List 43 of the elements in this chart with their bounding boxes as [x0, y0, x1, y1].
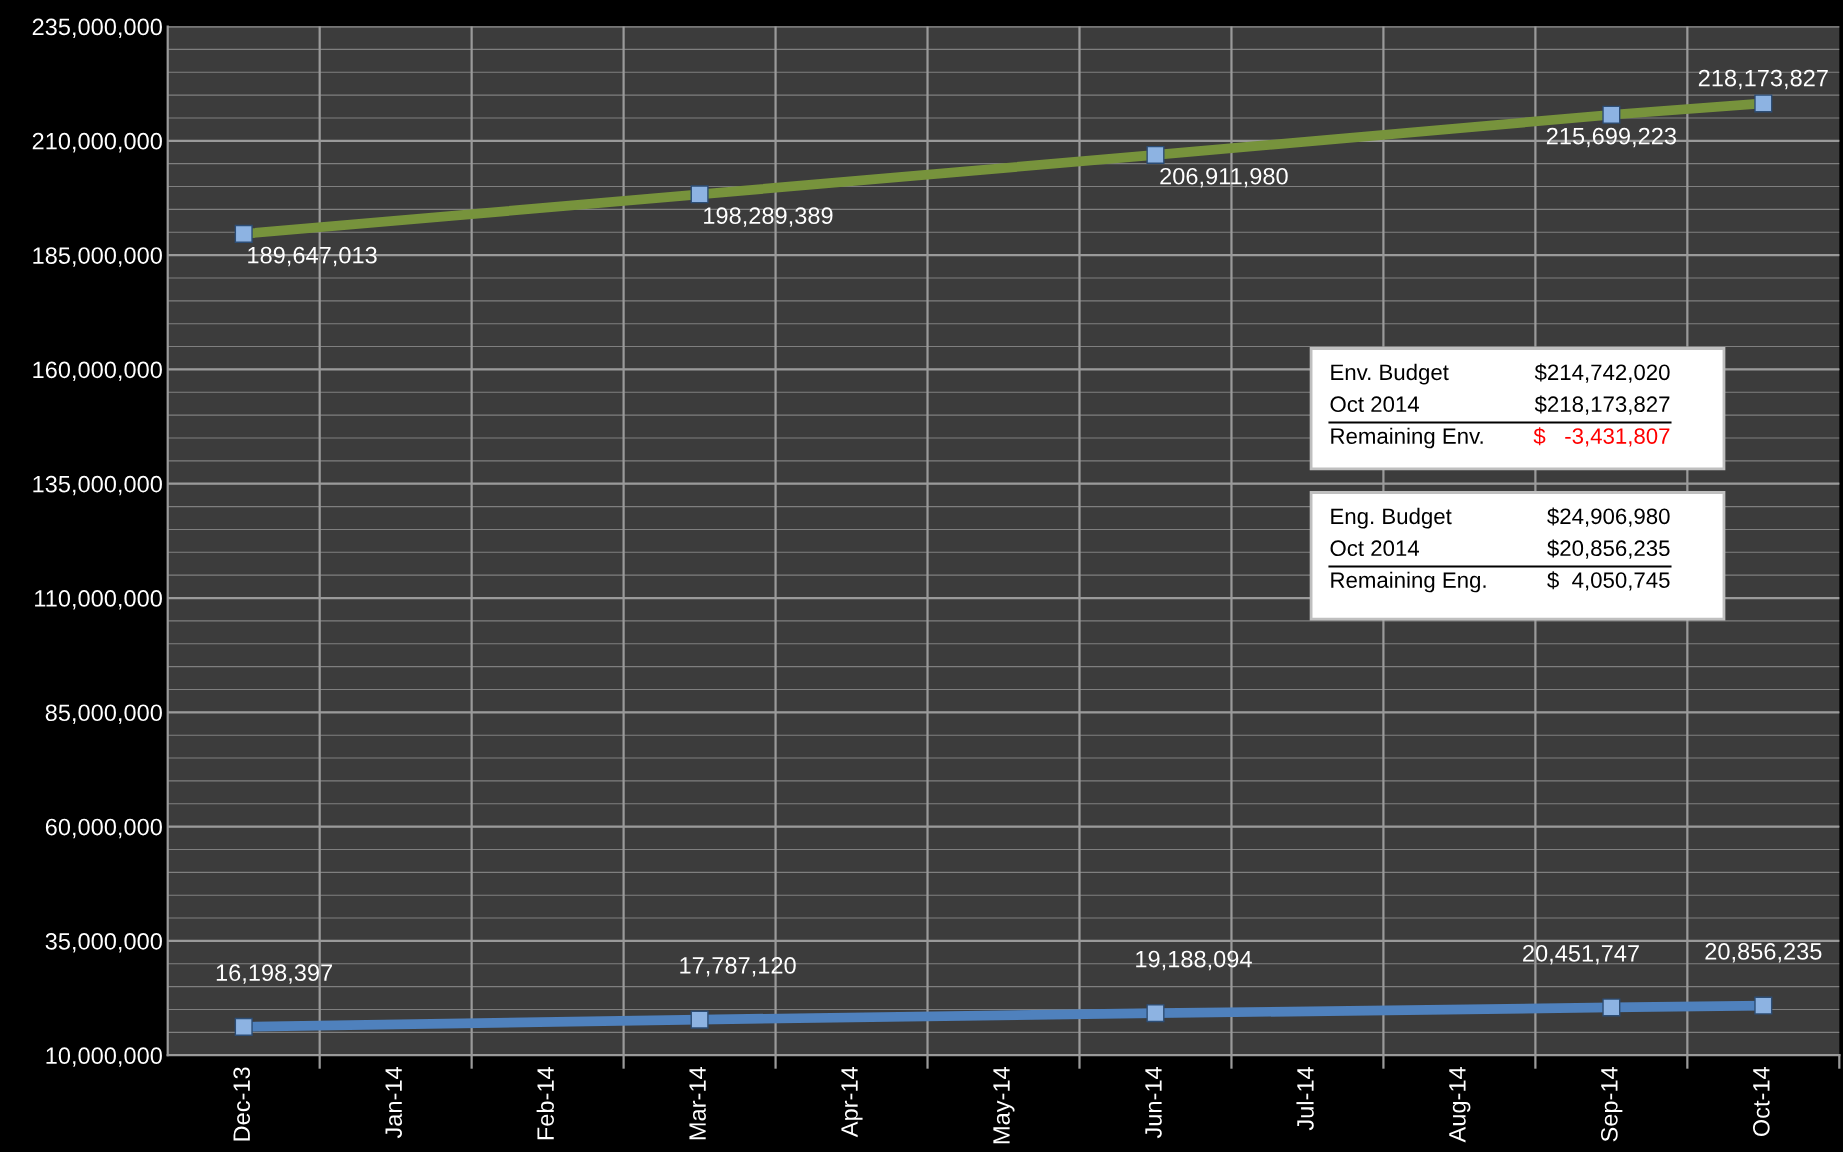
y-tick-label: 10,000,000: [46, 1047, 162, 1067]
annotation: $ -3,431,807: [1533, 427, 1670, 447]
annotation: Env. Budget: [1331, 363, 1449, 385]
y-tick-label: 35,000,000: [45, 933, 162, 953]
annotation: Oct 2014: [1330, 540, 1420, 557]
y-tick-label: 60,000,000: [45, 818, 162, 839]
y-tick-label: 185,000,000: [33, 247, 162, 267]
annotation: $24,906,980: [1547, 507, 1670, 527]
y-tick-label: 160,000,000: [33, 361, 162, 381]
x-tick-label: Feb-14: [536, 1067, 554, 1140]
annotation: $ 4,050,745: [1547, 571, 1670, 591]
annotation: $218,173,827: [1534, 395, 1670, 415]
y-tick-label: 235,000,000: [32, 18, 162, 39]
data-label: 19,188,094: [1136, 950, 1252, 971]
y-tick-label: 135,000,000: [33, 475, 162, 496]
y-tick-label: 110,000,000: [35, 590, 162, 610]
x-tick-label: Mar-14: [689, 1067, 706, 1140]
x-tick-label: Dec-13: [233, 1067, 251, 1141]
data-label: 16,198,397: [216, 964, 332, 984]
annotation: $20,856,235: [1547, 539, 1670, 559]
data-label: 189,647,013: [248, 246, 377, 267]
data-label: 20,856,235: [1705, 943, 1822, 963]
annotation: Eng. Budget: [1331, 507, 1452, 529]
data-label: 20,451,747: [1523, 944, 1639, 965]
x-tick-label: May-14: [993, 1067, 1015, 1144]
x-tick-label: Oct-14: [1752, 1067, 1770, 1137]
x-tick-label: Aug-14: [1449, 1067, 1471, 1143]
x-tick-label: Jun-14: [1145, 1067, 1162, 1139]
data-label: 198,289,389: [704, 207, 833, 227]
x-tick-label: Jul-14: [1296, 1067, 1314, 1131]
x-tick-label: Jan-14: [385, 1067, 402, 1139]
data-label: 17,787,120: [680, 957, 796, 977]
annotation: $214,742,020: [1534, 363, 1670, 383]
data-label: 218,173,827: [1698, 69, 1828, 90]
annotation: Remaining Eng.: [1331, 571, 1486, 593]
data-label: 206,911,980: [1160, 167, 1288, 188]
y-tick-label: 210,000,000: [32, 132, 162, 153]
data-label: 215,699,223: [1546, 127, 1676, 148]
annotation: Remaining Env.: [1331, 427, 1483, 449]
y-tick-label: 85,000,000: [45, 704, 162, 724]
annotation: Oct 2014: [1330, 396, 1420, 413]
x-tick-label: Apr-14: [841, 1067, 863, 1138]
x-tick-label: Sep-14: [1600, 1067, 1623, 1142]
